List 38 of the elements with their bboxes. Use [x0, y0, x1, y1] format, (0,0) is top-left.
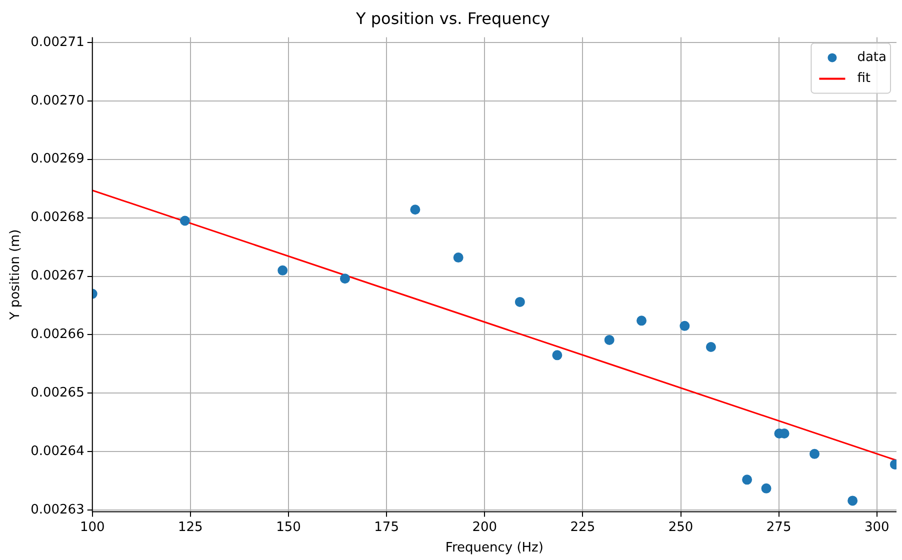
x-tick-label: 300: [864, 520, 890, 535]
point: [680, 320, 690, 331]
point: [552, 350, 562, 360]
x-tick-label: 250: [668, 520, 694, 535]
y-tick-label: 0.00268: [30, 210, 84, 226]
legend-label: fit: [857, 71, 871, 86]
y-tick-label: 0.00266: [30, 327, 84, 342]
y-axis-title: Y position (m): [8, 229, 24, 321]
legend-label: data: [857, 50, 887, 66]
point: [848, 496, 858, 506]
y-tick-label: 0.00267: [30, 268, 84, 284]
x-tick-label: 275: [766, 520, 792, 535]
point: [180, 216, 190, 226]
x-tick-label: 100: [80, 520, 105, 535]
y-tick-label: 0.00271: [30, 34, 84, 50]
y-tick-label: 0.00270: [30, 93, 84, 108]
point: [278, 265, 288, 276]
point: [453, 252, 464, 263]
y-tick-label: 0.00264: [30, 444, 84, 459]
point: [340, 274, 350, 284]
point: [742, 474, 752, 485]
x-axis-title: Frequency (Hz): [445, 540, 544, 556]
x-tick-label: 225: [570, 520, 596, 535]
x-tick-label: 175: [374, 520, 399, 535]
point: [636, 316, 647, 326]
y-tick-label: 0.00263: [30, 502, 84, 518]
chart-title: Y position vs. Frequency: [355, 8, 550, 28]
x-tick-label: 200: [472, 520, 498, 535]
y-tick-label: 0.00265: [30, 386, 84, 401]
point: [706, 342, 716, 352]
x-tick-label: 150: [276, 520, 301, 535]
point: [604, 334, 614, 345]
y-tick-label: 0.00269: [30, 152, 84, 167]
x-tick-label: 125: [178, 520, 203, 535]
point: [810, 448, 820, 459]
point: [410, 204, 420, 215]
point: [761, 483, 772, 494]
point: [514, 296, 525, 307]
